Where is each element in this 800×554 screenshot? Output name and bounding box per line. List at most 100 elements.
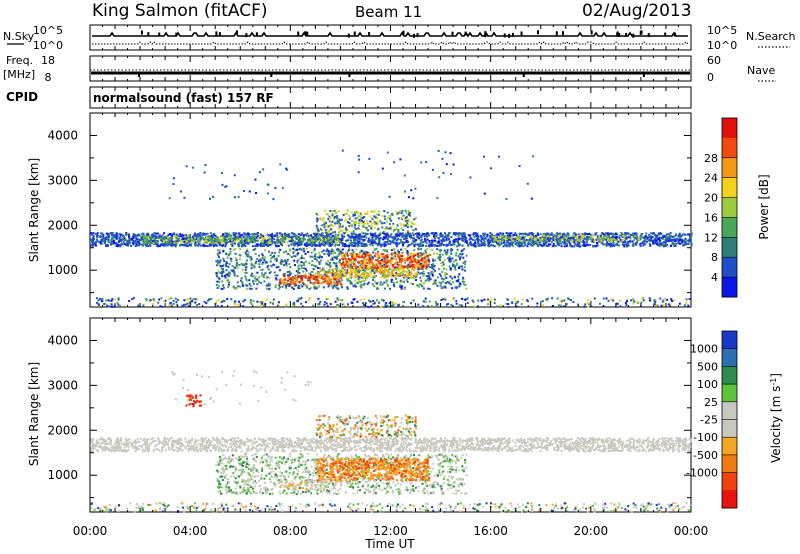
power-range-cell <box>396 266 399 269</box>
noise-spike <box>245 33 248 38</box>
power-range-cell <box>488 242 491 245</box>
power-range-cell <box>309 236 312 239</box>
power-range-cell <box>356 237 359 240</box>
power-range-cell <box>408 258 411 261</box>
power-range-cell <box>644 234 647 237</box>
power-range-cell <box>396 235 399 238</box>
cpid-label: CPID <box>6 90 38 104</box>
power-range-cell <box>339 280 342 283</box>
power-range-cell <box>247 239 250 242</box>
power-range-cell <box>591 240 594 243</box>
power-range-cell <box>378 210 381 213</box>
power-range-cell <box>235 264 238 267</box>
power-range-cell <box>327 239 330 242</box>
power-range-cell <box>342 270 345 273</box>
power-range-cell <box>135 237 138 240</box>
power-range-cell <box>559 232 562 235</box>
power-range-cell <box>483 242 486 245</box>
power-range-cell <box>355 228 358 231</box>
power-range-cell <box>410 258 413 261</box>
power-range-cell <box>388 214 391 217</box>
power-range-cell <box>615 237 618 240</box>
power-range-cell <box>469 241 472 244</box>
power-range-cell <box>317 285 320 288</box>
power-range-cell <box>411 282 414 285</box>
power-range-cell <box>300 267 303 270</box>
power-range-cell <box>413 266 416 269</box>
power-range-cell <box>339 271 342 274</box>
power-range-cell <box>195 244 198 247</box>
power-range-cell <box>345 259 348 262</box>
power-range-cell <box>410 259 413 262</box>
power-range-cell <box>482 238 485 241</box>
power-range-cell <box>216 252 219 255</box>
power-range-cell <box>389 227 392 230</box>
power-range-cell <box>355 276 358 279</box>
power-range-cell <box>305 234 308 237</box>
power-range-cell <box>360 217 363 220</box>
power-range-cell <box>388 267 391 270</box>
power-range-cell <box>403 269 406 272</box>
power-range-cell <box>642 240 645 243</box>
power-range-cell <box>442 263 445 266</box>
power-range-cell <box>561 238 564 241</box>
power-range-cell <box>453 243 456 246</box>
power-range-cell <box>155 235 158 238</box>
power-range-cell <box>239 233 242 236</box>
power-range-cell <box>379 231 382 234</box>
power-range-cell <box>361 266 364 269</box>
power-range-cell <box>448 237 451 240</box>
power-range-cell <box>342 265 345 268</box>
power-range-cell <box>121 243 124 246</box>
power-range-cell <box>250 287 253 290</box>
power-range-cell <box>406 266 409 269</box>
power-range-cell <box>386 253 389 256</box>
power-range-cell <box>401 255 404 258</box>
power-range-cell <box>340 264 343 267</box>
power-range-cell <box>337 236 340 239</box>
power-range-cell <box>373 239 376 242</box>
power-range-cell <box>280 238 283 241</box>
power-range-cell <box>418 232 421 235</box>
power-range-cell <box>299 248 302 251</box>
power-range-cell <box>405 237 408 240</box>
power-range-cell <box>364 272 367 275</box>
power-range-cell <box>528 236 531 239</box>
power-range-cell <box>413 276 416 279</box>
power-range-cell <box>436 276 439 279</box>
power-range-cell <box>328 282 331 285</box>
power-range-cell <box>669 236 672 239</box>
power-range-cell <box>128 238 131 241</box>
power-range-cell <box>476 242 479 245</box>
noise-spike <box>215 31 218 36</box>
power-range-cell <box>579 235 582 238</box>
power-range-cell <box>336 222 339 225</box>
power-range-cell <box>193 239 196 242</box>
power-range-cell <box>347 277 350 280</box>
power-range-cell <box>199 238 202 241</box>
power-range-cell <box>430 270 433 273</box>
power-range-cell <box>364 221 367 224</box>
power-range-cell <box>417 261 420 264</box>
power-range-cell <box>383 222 386 225</box>
power-range-cell <box>333 278 336 281</box>
power-range-cell <box>395 261 398 264</box>
power-range-cell <box>377 227 380 230</box>
power-range-cell <box>459 237 462 240</box>
power-range-cell <box>613 238 616 241</box>
power-range-cell <box>303 267 306 270</box>
power-range-cell <box>171 245 174 248</box>
power-range-cell <box>409 261 412 264</box>
power-range-cell <box>409 252 412 255</box>
power-range-cell <box>275 259 278 262</box>
power-range-cell <box>265 284 268 287</box>
power-range-cell <box>350 236 353 239</box>
power-range-cell <box>294 284 297 287</box>
power-range-cell <box>514 240 517 243</box>
power-range-cell <box>372 233 375 236</box>
power-range-cell <box>381 270 384 273</box>
power-range-cell <box>368 266 371 269</box>
power-range-cell <box>357 271 360 274</box>
power-range-cell <box>440 282 443 285</box>
power-range-cell <box>413 238 416 241</box>
